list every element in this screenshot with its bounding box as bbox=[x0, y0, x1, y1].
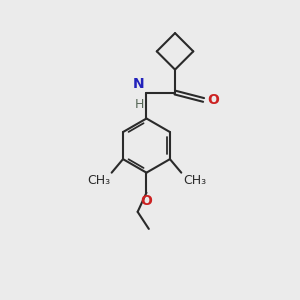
Text: CH₃: CH₃ bbox=[183, 174, 206, 187]
Text: CH₃: CH₃ bbox=[87, 174, 110, 187]
Text: O: O bbox=[207, 93, 219, 107]
Text: O: O bbox=[140, 194, 152, 208]
Text: H: H bbox=[135, 98, 144, 111]
Text: N: N bbox=[133, 77, 144, 91]
